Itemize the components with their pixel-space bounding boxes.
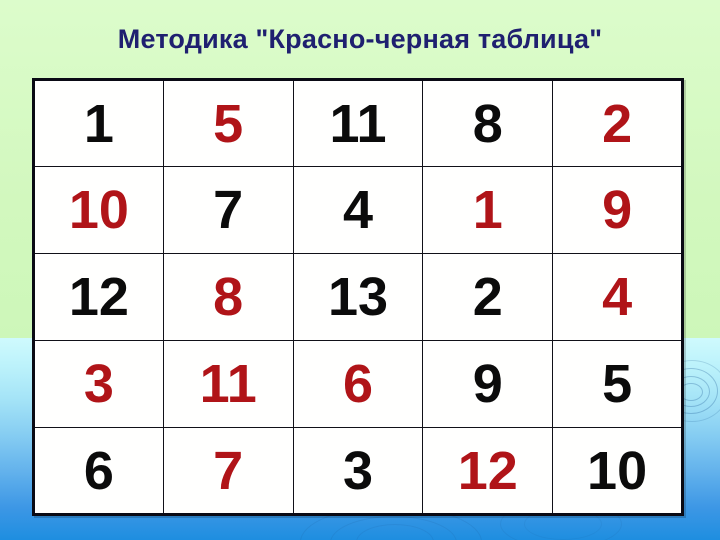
table-row: 1 5 11 8 2 [33,79,683,167]
table-cell[interactable]: 7 [162,166,294,254]
table-cell[interactable]: 12 [422,427,554,515]
table-cell[interactable]: 9 [552,166,683,254]
table-cell[interactable]: 7 [162,427,294,515]
table-cell[interactable]: 5 [162,79,294,167]
table-cell[interactable]: 8 [422,79,554,167]
table-cell[interactable]: 4 [292,166,424,254]
table-cell[interactable]: 12 [33,253,164,341]
table-row: 3 11 6 9 5 [33,340,683,428]
table-cell[interactable]: 13 [292,253,424,341]
table-cell[interactable]: 10 [552,427,683,515]
table-cell[interactable]: 1 [33,79,164,167]
table-cell[interactable]: 9 [422,340,554,428]
table-cell[interactable]: 1 [422,166,554,254]
table-cell[interactable]: 3 [33,340,164,428]
table-cell[interactable]: 5 [552,340,683,428]
table-cell[interactable]: 6 [33,427,164,515]
table-cell[interactable]: 4 [552,253,683,341]
table-cell[interactable]: 8 [162,253,294,341]
table-body: 1 5 11 8 2 10 7 4 1 9 12 8 13 2 4 3 [33,79,683,515]
table-row: 10 7 4 1 9 [33,166,683,254]
table-cell[interactable]: 3 [292,427,424,515]
table-cell[interactable]: 2 [422,253,554,341]
table-row: 6 7 3 12 10 [33,427,683,515]
table-row: 12 8 13 2 4 [33,253,683,341]
red-black-number-table: 1 5 11 8 2 10 7 4 1 9 12 8 13 2 4 3 [32,78,684,516]
page-title: Методика "Красно-черная таблица" [117,24,603,54]
table-cell[interactable]: 10 [33,166,164,254]
table-cell[interactable]: 11 [292,79,424,167]
table-cell[interactable]: 6 [292,340,424,428]
table-cell[interactable]: 2 [552,79,683,167]
table-cell[interactable]: 11 [162,340,294,428]
